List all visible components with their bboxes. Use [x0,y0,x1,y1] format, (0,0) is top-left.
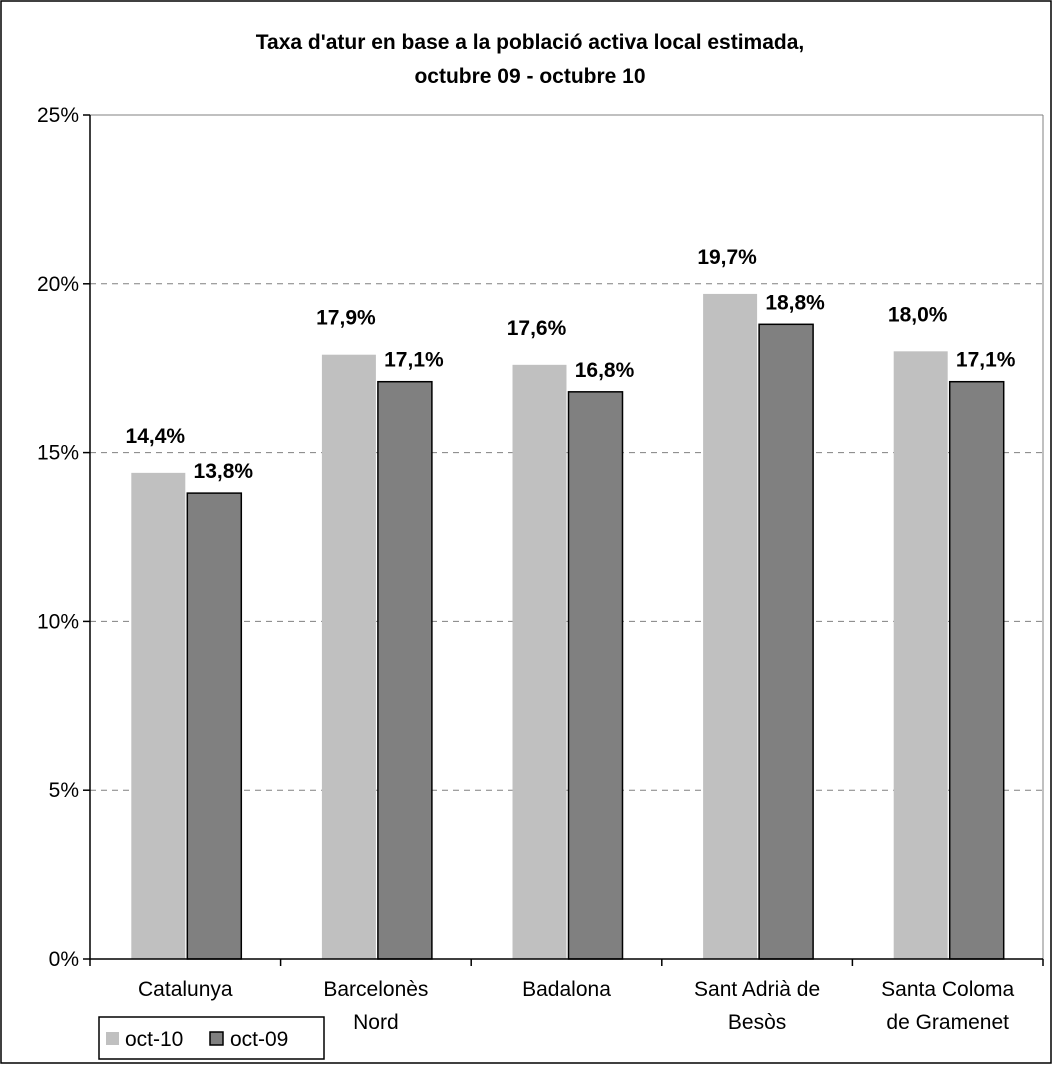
data-label: 17,9% [316,307,376,330]
bar-oct-10 [512,364,567,960]
legend-label: oct-09 [230,1028,288,1051]
bar-oct-09 [186,492,243,960]
bars-group [131,293,1005,960]
data-label: 19,7% [697,246,757,269]
data-label: 17,1% [956,349,1016,372]
data-label: 18,8% [765,291,825,314]
data-label: 17,6% [507,317,567,340]
bar-oct-09 [758,323,814,960]
bar-oct-10 [703,293,758,960]
data-label: 16,8% [575,359,635,382]
legend-swatch [209,1031,224,1046]
category-label: Santa Coloma [881,978,1014,1001]
bar-oct-10 [893,351,948,959]
bar-oct-09 [948,380,1005,960]
bar-oct-10 [131,472,186,959]
category-label: Barcelonès [323,978,428,1001]
bar-oct-09 [567,391,624,960]
data-label: 14,4% [126,425,186,448]
chart-title-line-2: octubre 09 - octubre 10 [414,65,645,88]
bar-oct-10 [321,354,376,959]
category-label: Badalona [522,978,611,1001]
category-label: Sant Adrià de [694,978,820,1001]
data-label: 18,0% [888,303,948,326]
category-label: Nord [353,1011,399,1034]
category-label: Catalunya [138,978,233,1001]
y-tick-label: 20% [37,273,79,296]
chart-title-line-1: Taxa d'atur en base a la població activa… [256,31,805,54]
axes-group: 0% 5% 10% 15% 20% 25% Catalunya Barcelonès Nord B… [37,104,1044,1034]
data-label: 13,8% [194,460,254,483]
data-label: 17,1% [384,349,444,372]
legend-label: oct-10 [125,1028,183,1051]
y-tick-label: 0% [49,948,79,971]
y-tick-label: 10% [37,610,79,633]
y-tick-label: 25% [37,104,79,127]
legend: oct-10 oct-09 [98,1016,325,1060]
category-label: de Gramenet [886,1011,1009,1034]
y-tick-label: 15% [37,442,79,465]
plot-area [90,114,1044,959]
bar-oct-09 [377,380,433,960]
y-tick-label: 5% [49,779,79,802]
data-labels-group: 14,4% 17,9% 17,6% 19,7% 18,0% 13,8% 17,1% 16,8%… [126,246,1016,483]
category-label: Besòs [728,1011,786,1034]
legend-swatch [106,1032,119,1045]
